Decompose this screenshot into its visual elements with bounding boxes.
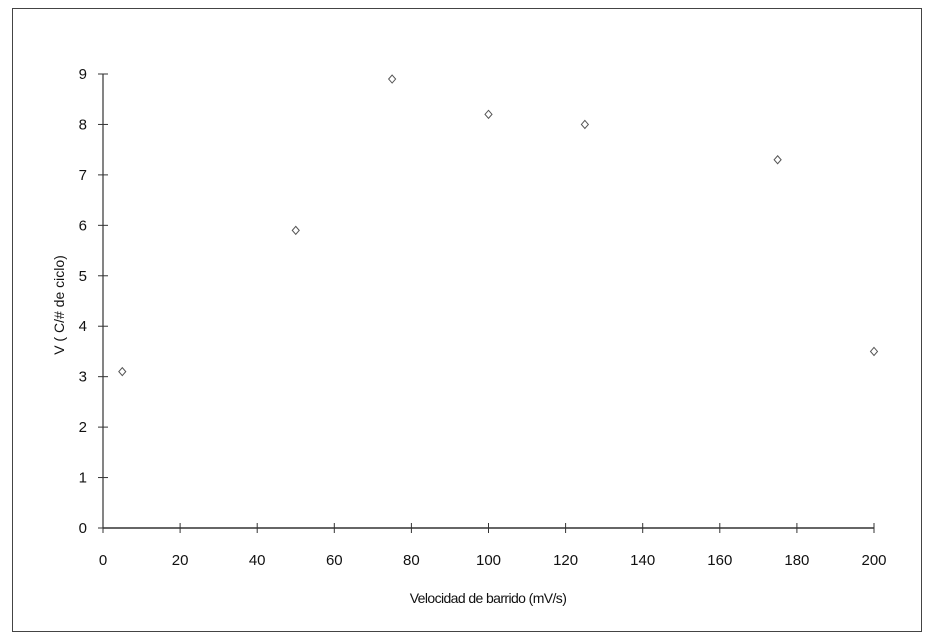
x-axis-title: Velocidad de barrido (mV/s) bbox=[410, 590, 567, 606]
y-axis-title: V ( C/# de ciclo) bbox=[51, 255, 67, 355]
ticks: 0 1 2 3 4 5 6 7 8 9 0 20 40 60 80 100 120 140 160 180 200 bbox=[79, 66, 887, 569]
y-tick-label: 7 bbox=[79, 167, 87, 184]
x-tick-label: 200 bbox=[861, 552, 886, 569]
y-tick-label: 8 bbox=[79, 116, 87, 133]
x-tick-label: 0 bbox=[99, 552, 107, 569]
y-tick-label: 2 bbox=[79, 419, 87, 436]
axes bbox=[102, 74, 874, 529]
data-point bbox=[118, 366, 127, 377]
data-point bbox=[773, 154, 782, 165]
x-tick-label: 40 bbox=[249, 552, 266, 569]
y-tick-label: 4 bbox=[79, 318, 87, 335]
x-tick-label: 120 bbox=[553, 552, 578, 569]
data-point bbox=[580, 119, 590, 130]
y-tick-label: 6 bbox=[79, 217, 87, 234]
data-point bbox=[869, 346, 879, 357]
x-tick-label: 100 bbox=[476, 552, 501, 569]
x-tick-label: 80 bbox=[403, 552, 420, 569]
data-point bbox=[387, 74, 397, 84]
y-tick-label: 9 bbox=[79, 66, 87, 83]
x-tick-label: 60 bbox=[326, 552, 343, 569]
y-tick-label: 1 bbox=[79, 470, 87, 487]
x-tick-label: 160 bbox=[707, 552, 732, 569]
x-tick-label: 20 bbox=[172, 552, 189, 569]
x-tick-label: 180 bbox=[784, 552, 809, 569]
y-tick-label: 3 bbox=[79, 369, 87, 386]
y-tick-label: 5 bbox=[79, 268, 87, 285]
data-point bbox=[484, 109, 493, 120]
data-point bbox=[291, 225, 300, 236]
data-points bbox=[118, 74, 879, 377]
x-tick-label: 140 bbox=[630, 552, 655, 569]
y-tick-label: 0 bbox=[79, 520, 87, 537]
